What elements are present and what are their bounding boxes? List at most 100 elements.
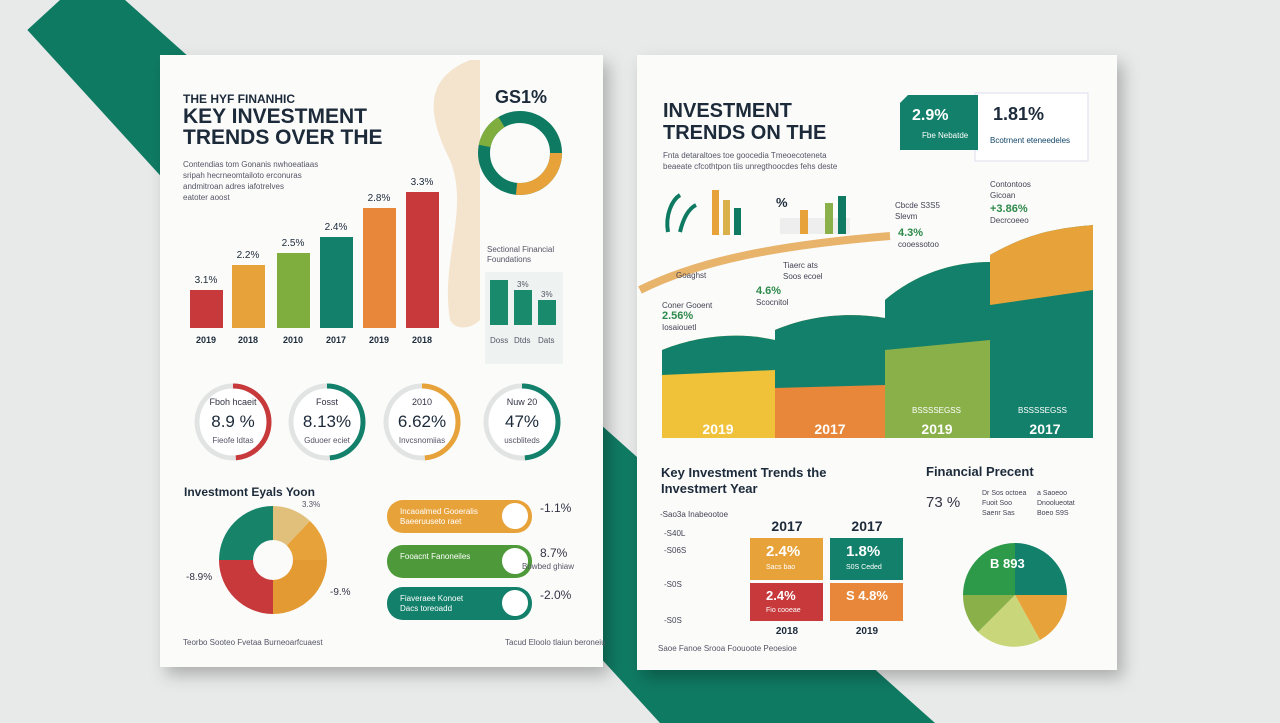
gauge-value: 6.62% bbox=[398, 412, 446, 431]
gauge-value: 8.9 % bbox=[211, 412, 254, 431]
icon-bar bbox=[734, 208, 741, 235]
note: Coner Gooent bbox=[662, 301, 713, 310]
pie-value: B 893 bbox=[990, 556, 1025, 571]
area-year: 2019 bbox=[921, 421, 952, 437]
pie-slice bbox=[963, 543, 1015, 595]
banner-text: Fiaveraee Konoet bbox=[400, 594, 464, 603]
bar bbox=[320, 237, 353, 328]
banner-text: Dacs toreoadd bbox=[400, 604, 452, 613]
note: cooessotoo bbox=[898, 240, 939, 249]
note: 2.56% bbox=[662, 310, 693, 322]
stack-year: 2017 bbox=[771, 518, 802, 534]
stack-value: 2.4% bbox=[766, 543, 800, 560]
bar-year: 2019 bbox=[196, 335, 216, 345]
pie-label: -8.9% bbox=[186, 572, 212, 583]
note: Tiaerc ats bbox=[783, 261, 818, 270]
pie-slice bbox=[978, 595, 1040, 647]
pie-label: 3.3% bbox=[302, 500, 320, 509]
bar bbox=[363, 208, 396, 328]
axis-label: -S0S bbox=[664, 580, 682, 589]
gauge-arc bbox=[288, 383, 366, 461]
fin-value: 73 % bbox=[926, 494, 960, 511]
banner-value: -1.1% bbox=[540, 501, 572, 515]
pie-slice bbox=[1015, 543, 1067, 595]
gauge-group: Fboh hcaeit 8.9 % Fieofe ldtas Fosst 8.13% Gd… bbox=[194, 383, 561, 461]
stack-block bbox=[750, 538, 823, 580]
stack-sub: S0S Ceded bbox=[846, 564, 882, 571]
note: Slevm bbox=[895, 212, 918, 221]
gauge-sub: Gduoer eciet bbox=[304, 436, 351, 445]
pie-hole bbox=[253, 540, 293, 580]
pie-title: Investmont Eyals Yoon bbox=[184, 485, 315, 499]
banner-text: Incaoalmed Gooeralis bbox=[400, 507, 478, 516]
gauge-caption: 2010 bbox=[412, 397, 432, 407]
area-year: 2017 bbox=[814, 421, 845, 437]
gauge-arc bbox=[383, 383, 461, 461]
note: +3.86% bbox=[990, 203, 1028, 215]
card-value: 1.81% bbox=[993, 104, 1044, 124]
banner-icon bbox=[500, 588, 530, 618]
swoosh bbox=[638, 232, 891, 294]
note: Gicoan bbox=[990, 191, 1015, 200]
table-title: Foundations bbox=[487, 255, 531, 264]
table-footer: Dats bbox=[538, 336, 554, 345]
footer: Tacud Eloolo tlaiun beroneiu bbox=[505, 638, 606, 647]
intro: Fnta detaraltoes toe goocedia Tmeoecoten… bbox=[663, 151, 827, 160]
bar bbox=[190, 290, 223, 328]
stack-value: S 4.8% bbox=[846, 588, 888, 603]
note: 4.3% bbox=[898, 227, 923, 239]
bar-year: 2010 bbox=[283, 335, 303, 345]
icon-bar bbox=[723, 200, 730, 235]
gauge-caption: Nuw 20 bbox=[507, 397, 538, 407]
icon-bar bbox=[800, 210, 808, 234]
stack-footer: 2018 bbox=[776, 626, 799, 637]
title: KEY INVESTMENT bbox=[183, 105, 367, 128]
intro: sripah hecrneomtailoto erconuras bbox=[183, 171, 302, 180]
area-year: 2019 bbox=[702, 421, 733, 437]
icon-bar bbox=[838, 196, 846, 234]
gauge-sub: Fieofe ldtas bbox=[212, 436, 253, 445]
bar-label: 2.5% bbox=[282, 238, 305, 249]
pie-label: -9.% bbox=[330, 587, 351, 598]
gauge-arc bbox=[194, 383, 272, 461]
card-tab bbox=[900, 95, 978, 150]
title: INVESTMENT bbox=[663, 100, 792, 122]
stack-block bbox=[830, 583, 903, 621]
stack-value: 2.4% bbox=[766, 588, 796, 603]
intro: eatoter aoost bbox=[183, 193, 230, 202]
bar-label: 2.2% bbox=[237, 250, 260, 261]
pie-slice bbox=[1015, 595, 1067, 640]
title: TRENDS ON THE bbox=[663, 122, 826, 144]
stack-year: 2017 bbox=[851, 518, 882, 534]
gauge-arc bbox=[483, 383, 561, 461]
bar-label: 2.8% bbox=[368, 193, 391, 204]
fin-note: Boeo S9S bbox=[1037, 510, 1069, 517]
year-group: 2019 2017 2019 2017 bbox=[702, 421, 1060, 437]
card-sub: Bcotrnent eteneedeles bbox=[990, 136, 1070, 145]
corner bbox=[0, 0, 60, 55]
card-value: 2.9% bbox=[912, 107, 948, 124]
banner-icon bbox=[500, 501, 530, 531]
swoosh bbox=[433, 60, 480, 328]
note: Scocnitol bbox=[756, 298, 789, 307]
bar-year: 2018 bbox=[412, 335, 432, 345]
key-title: Investmert Year bbox=[661, 481, 758, 496]
icon-leaf bbox=[665, 193, 697, 233]
gauge-sub: uscbliteds bbox=[504, 436, 540, 445]
notes-group: Cbcde S3S5 Slevm Contontoos Gicoan +3.86%Dec… bbox=[662, 180, 1031, 332]
gauge-value: 8.13% bbox=[303, 412, 351, 431]
banner-text: Fooacnt Fanoneiles bbox=[400, 552, 470, 561]
banner bbox=[387, 587, 532, 620]
kicker: THE HYF FINANHIC bbox=[183, 92, 295, 106]
footer: Saoe Fanoe Srooa Foouoote Peoesioe bbox=[658, 644, 797, 653]
axis-label: -Sao3a Inabeootoe bbox=[660, 510, 729, 519]
axis-label: -S06S bbox=[664, 546, 686, 555]
stack-value: 1.8% bbox=[846, 543, 880, 560]
mini-bar bbox=[514, 290, 532, 325]
key-title: Key Investment Trends the bbox=[661, 465, 826, 480]
fin-note: Fuoit Soo bbox=[982, 500, 1012, 507]
banner-value: 8.7% bbox=[540, 546, 568, 560]
note: 4.6% bbox=[756, 285, 781, 297]
